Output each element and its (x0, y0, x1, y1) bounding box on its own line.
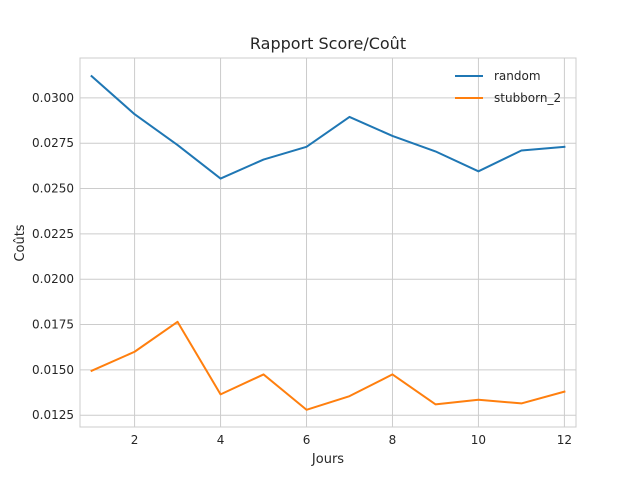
y-tick-label: 0.0200 (32, 272, 74, 286)
y-tick-label: 0.0225 (32, 227, 74, 241)
y-tick-label: 0.0250 (32, 182, 74, 196)
x-tick-label: 6 (303, 433, 311, 447)
x-axis-label: Jours (311, 452, 344, 467)
x-tick-label: 4 (217, 433, 225, 447)
tick-labels: 2 4 6 8 10 12 0.0125 0.0150 0.0175 0.0200 0.0225 0.… (32, 91, 572, 447)
series-line-stubborn-2 (90, 320, 566, 411)
legend-label: stubborn_2 (494, 91, 561, 105)
y-tick-label: 0.0175 (32, 318, 74, 332)
y-tick-label: 0.0275 (32, 136, 74, 150)
series-line-random (90, 74, 566, 180)
plot-frame (79, 57, 577, 428)
y-tick-label: 0.0150 (32, 363, 74, 377)
x-tick-label: 2 (131, 433, 139, 447)
x-tick-label: 10 (471, 433, 486, 447)
x-tick-label: 8 (389, 433, 397, 447)
series-layer (90, 74, 566, 411)
legend-label: random (494, 69, 541, 83)
y-tick-label: 0.0125 (32, 408, 74, 422)
legend: random stubborn_2 (455, 69, 561, 105)
y-tick-label: 0.0300 (32, 91, 74, 105)
grid (80, 58, 576, 427)
chart-title: Rapport Score/Coût (250, 34, 406, 53)
y-axis-label: Coûts (13, 224, 28, 261)
x-tick-label: 12 (557, 433, 572, 447)
